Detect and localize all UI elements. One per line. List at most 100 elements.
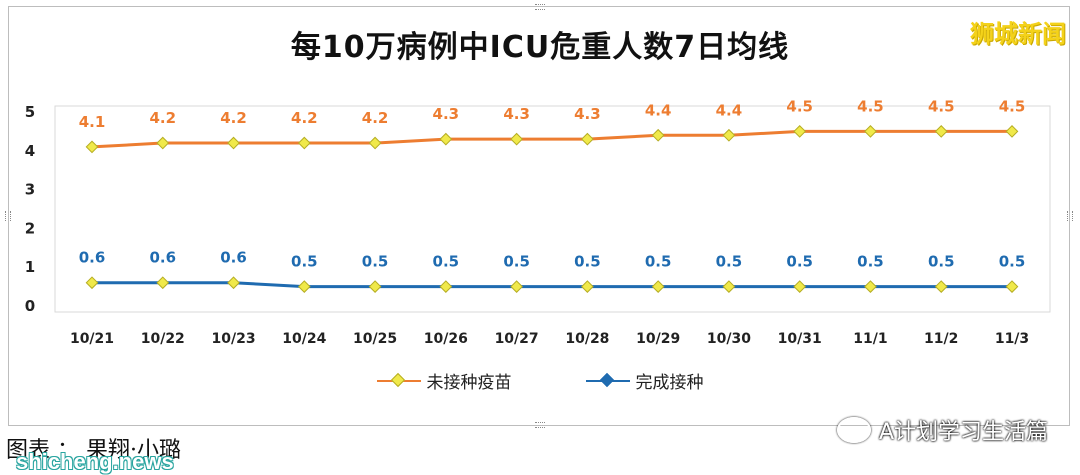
- x-tick-label: 11/1: [853, 331, 887, 347]
- legend-swatch-orange: [376, 372, 421, 387]
- legend-marker-orange: [390, 372, 405, 387]
- data-label: 0.5: [786, 253, 813, 271]
- caption: 图表 ： 果翔·小璐: [6, 438, 181, 463]
- legend-label-vaccinated: 完成接种: [635, 373, 704, 393]
- x-tick-label: 10/31: [778, 331, 822, 347]
- data-label: 0.5: [645, 253, 672, 271]
- data-label: 0.6: [220, 249, 247, 267]
- data-point: [368, 136, 382, 150]
- data-label: 4.3: [433, 105, 460, 123]
- resize-handle-left[interactable]: [5, 211, 11, 221]
- data-label: 4.2: [220, 109, 247, 127]
- data-label: 0.5: [291, 253, 318, 271]
- resize-handle-top[interactable]: [535, 4, 545, 10]
- x-tick-label: 11/2: [924, 331, 958, 347]
- data-point: [722, 128, 736, 142]
- data-point: [864, 280, 877, 293]
- y-tick-label: 5: [25, 103, 35, 121]
- data-point: [227, 136, 240, 150]
- data-label: 0.5: [503, 253, 530, 271]
- wechat-watermark: A计划学习生活篇: [836, 414, 1048, 446]
- legend-label-unvaccinated: 未接种疫苗: [426, 373, 512, 393]
- data-label: 0.5: [857, 253, 884, 271]
- legend-marker-blue: [599, 372, 614, 387]
- data-point: [227, 276, 240, 290]
- data-point: [297, 136, 311, 150]
- data-label: 0.5: [999, 253, 1026, 271]
- plot-area: [54, 105, 1051, 313]
- x-tick-label: 10/25: [353, 331, 397, 347]
- x-tick-label: 10/27: [495, 331, 539, 347]
- data-point: [793, 125, 807, 138]
- x-tick-label: 10/21: [70, 331, 114, 347]
- data-point: [934, 280, 948, 293]
- x-tick-label: 10/30: [707, 331, 751, 347]
- data-label: 4.5: [999, 97, 1026, 115]
- data-point: [85, 276, 99, 290]
- data-label: 4.2: [149, 109, 176, 127]
- data-label: 4.2: [362, 109, 389, 127]
- data-label: 4.4: [645, 101, 672, 119]
- data-label: 0.5: [433, 253, 460, 271]
- source-watermark: shicheng.news: [16, 449, 174, 474]
- data-point: [368, 280, 382, 293]
- data-point: [793, 280, 807, 293]
- x-tick-label: 10/28: [565, 331, 609, 347]
- data-label: 4.4: [716, 101, 743, 119]
- data-label: 4.3: [574, 105, 601, 123]
- data-label: 0.5: [928, 253, 955, 271]
- data-label: 4.3: [503, 105, 530, 123]
- data-point: [439, 132, 453, 146]
- data-label: 4.1: [79, 113, 106, 131]
- resize-handle-right[interactable]: [1067, 211, 1073, 221]
- x-tick-label: 10/26: [424, 331, 468, 347]
- legend-item-vaccinated: 完成接种: [585, 368, 704, 393]
- data-label: 0.5: [362, 253, 389, 271]
- x-tick-label: 10/23: [211, 331, 255, 347]
- data-point: [651, 128, 665, 142]
- data-point: [1005, 280, 1019, 293]
- data-point: [85, 140, 99, 154]
- data-point: [156, 136, 170, 150]
- y-tick-label: 1: [25, 258, 35, 276]
- data-point: [651, 280, 665, 293]
- data-label: 4.2: [291, 109, 318, 127]
- data-point: [156, 276, 170, 290]
- wechat-watermark-text: A计划学习生活篇: [878, 420, 1048, 445]
- y-tick-label: 2: [25, 219, 35, 237]
- chart-frame: [5, 4, 1073, 428]
- x-tick-label: 10/29: [636, 331, 680, 347]
- data-label: 0.6: [79, 249, 106, 267]
- series-line-1: [92, 281, 1012, 289]
- data-label: 4.5: [786, 97, 813, 115]
- data-label: 0.5: [574, 253, 601, 271]
- data-point: [510, 280, 523, 293]
- y-tick-label: 4: [25, 142, 35, 160]
- series-line-0: [91, 129, 1012, 149]
- data-point: [439, 280, 453, 293]
- data-label: 4.5: [928, 97, 955, 115]
- data-point: [864, 125, 877, 138]
- legend-swatch-blue: [585, 372, 630, 387]
- line-chart: 0 1 2 3 4 5 10/21 10/22 10/23 10/24 10/25 10/26 10/2…: [25, 97, 1051, 347]
- data-point: [581, 280, 594, 293]
- wechat-icon: [836, 417, 871, 443]
- x-tick-label: 10/24: [282, 331, 326, 347]
- data-label: 0.5: [716, 253, 743, 271]
- data-point: [581, 132, 594, 146]
- data-point: [934, 125, 948, 138]
- x-tick-label: 11/3: [995, 331, 1029, 347]
- x-tick-label: 10/22: [141, 331, 185, 347]
- data-point: [1005, 125, 1019, 138]
- legend: 未接种疫苗 完成接种: [0, 368, 1080, 393]
- y-tick-label: 3: [25, 181, 35, 199]
- data-point: [510, 132, 523, 146]
- data-point: [297, 280, 311, 293]
- chart-title: 每10万病例中ICU危重人数7日均线: [290, 30, 790, 65]
- data-point: [722, 280, 736, 293]
- brand-logo: 狮城新闻: [970, 20, 1066, 48]
- data-label: 4.5: [857, 97, 884, 115]
- legend-item-unvaccinated: 未接种疫苗: [376, 368, 512, 393]
- resize-handle-bottom[interactable]: [535, 422, 545, 428]
- data-label: 0.6: [149, 249, 176, 267]
